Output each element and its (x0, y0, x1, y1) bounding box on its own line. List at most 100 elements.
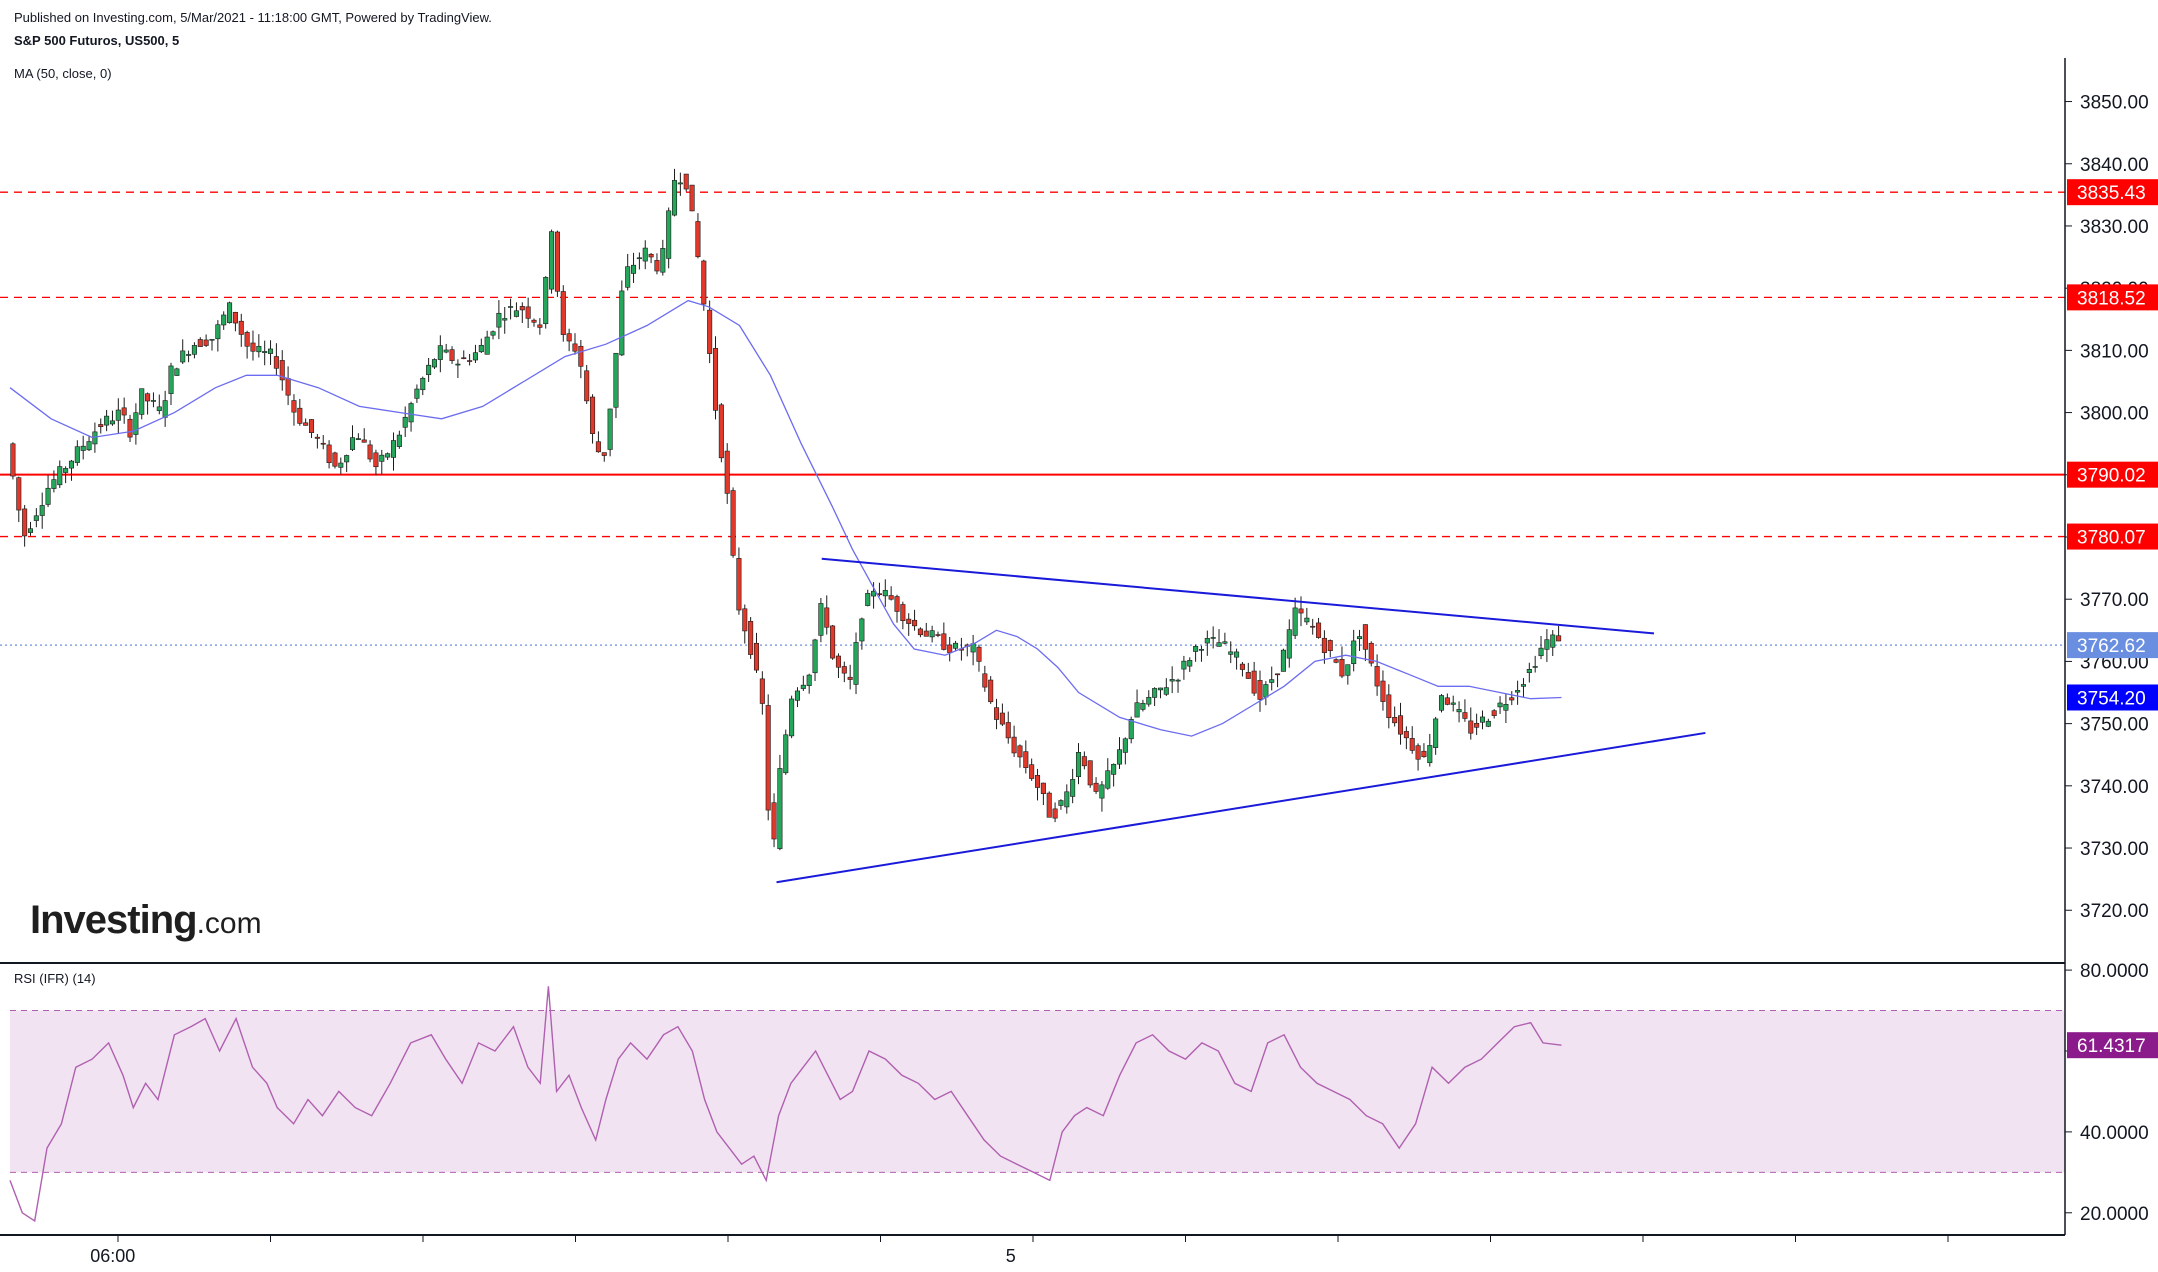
level-price-text: 3818.52 (2077, 288, 2146, 309)
triangle-trendline (776, 731, 1706, 884)
candle-body (671, 180, 678, 216)
price-tick-label: 3720.00 (2080, 901, 2149, 922)
candle-body (63, 468, 69, 473)
candle-body (824, 607, 830, 628)
candle-body (215, 324, 221, 340)
candle-body (385, 453, 391, 458)
candle-body (1251, 670, 1257, 694)
candle-body (1075, 752, 1082, 778)
candle-body (1409, 738, 1415, 751)
candle-body (841, 666, 847, 674)
candle-body (712, 348, 719, 411)
candle-body (1070, 779, 1076, 797)
candle-body (683, 173, 689, 190)
candle-body (601, 452, 607, 456)
candle-body (455, 363, 461, 366)
logo-suffix: .com (196, 907, 262, 940)
candle-body (461, 357, 467, 360)
candle-body (742, 608, 748, 632)
level-price-tag (2067, 461, 2158, 488)
candle-body (467, 360, 473, 362)
candle-body (268, 348, 274, 354)
candle-body (74, 446, 80, 463)
candle-body (1462, 712, 1468, 719)
candle-body (1310, 625, 1316, 628)
price-tick-label: 3830.00 (2080, 217, 2149, 238)
candle-body (1368, 642, 1374, 664)
candle-body (51, 479, 57, 489)
candle-body (847, 676, 853, 680)
candle-body (554, 231, 560, 292)
candle-body (800, 684, 806, 689)
candle-body (1263, 684, 1269, 698)
time-tick-label: 5 (1006, 1246, 1016, 1266)
candle-body (1169, 679, 1175, 682)
candle-body (1479, 716, 1486, 723)
candle-body (1017, 745, 1023, 758)
candle-body (355, 438, 361, 440)
candle-body (1403, 731, 1409, 739)
candle-body (390, 440, 397, 458)
candle-body (297, 407, 303, 424)
candle-body (771, 802, 777, 840)
candle-body (1339, 659, 1345, 677)
candle-body (1239, 663, 1245, 670)
candle-body (1198, 649, 1204, 651)
candle-body (1444, 697, 1450, 705)
candle-body (724, 450, 730, 494)
candle-body (45, 487, 51, 505)
candle-body (578, 345, 584, 367)
candle-body (1128, 719, 1134, 740)
candle-body (308, 419, 315, 433)
candle-body (57, 466, 63, 486)
candle-body (1134, 702, 1140, 718)
candle-body (1157, 687, 1163, 691)
candle-body (865, 593, 871, 606)
candle-body (396, 434, 402, 447)
candle-body (572, 343, 578, 352)
candle-body (1064, 791, 1070, 808)
investing-logo: Investing.com (30, 898, 262, 943)
candle-body (314, 436, 320, 439)
triangle-trendline (821, 557, 1655, 635)
candle-body (982, 673, 988, 688)
candle-body (935, 634, 941, 636)
candle-body (648, 253, 654, 258)
candle-body (917, 628, 923, 636)
candle-body (109, 420, 115, 425)
candle-body (1538, 647, 1544, 657)
candle-body (168, 365, 174, 394)
candle-body (789, 698, 795, 737)
candle-body (1433, 718, 1439, 748)
candle-body (1456, 709, 1462, 713)
candle-body (947, 644, 953, 653)
candle-body (519, 306, 525, 311)
candle-body (513, 310, 519, 317)
level-price-tag (2067, 523, 2158, 550)
candle-body (1397, 715, 1404, 735)
candle-body (783, 734, 789, 774)
candle-body (835, 655, 841, 668)
level-price-tag (2067, 284, 2158, 311)
candle-body (150, 400, 156, 402)
candle-body (1351, 640, 1357, 665)
candle-body (1052, 808, 1058, 819)
candle-body (607, 408, 613, 450)
candle-body (496, 312, 502, 328)
candle-body (1392, 717, 1398, 724)
candle-body (871, 590, 877, 597)
candle-body (923, 630, 929, 637)
candle-body (508, 306, 514, 308)
rsi-band (10, 1010, 2065, 1173)
candle-body (1093, 782, 1099, 792)
candle-body (812, 639, 818, 674)
candle-body (929, 630, 935, 638)
candle-body (736, 558, 742, 611)
candle-body (209, 338, 215, 341)
candle-body (502, 318, 508, 321)
candle-body (361, 439, 367, 443)
candle-body (888, 595, 894, 600)
candle-body (636, 257, 642, 260)
candle-body (689, 184, 695, 212)
